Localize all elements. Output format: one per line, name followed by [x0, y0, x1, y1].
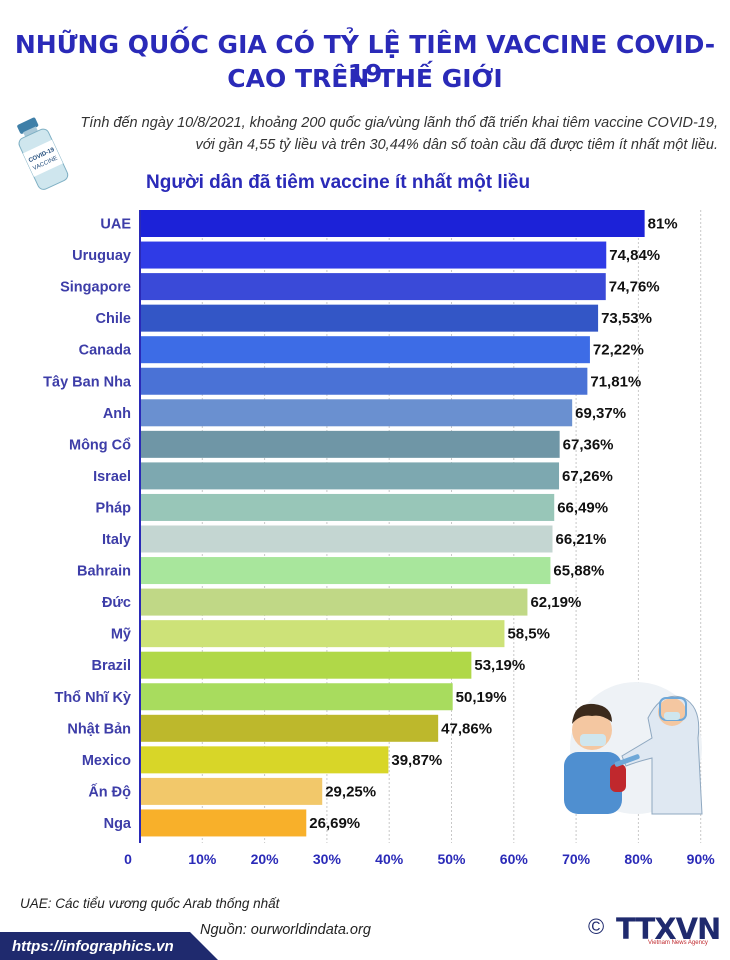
category-label: Ấn Độ	[88, 783, 131, 800]
bar	[140, 210, 645, 237]
category-label: Đức	[102, 595, 131, 611]
category-label: Pháp	[96, 500, 132, 516]
intro-line-2: với gần 4,55 tỷ liều và trên 30,44% dân …	[195, 137, 718, 153]
category-label: Chile	[96, 311, 131, 327]
value-label: 39,87%	[391, 752, 442, 769]
category-label: Anh	[103, 406, 131, 422]
value-label: 53,19%	[474, 657, 525, 674]
value-label: 65,88%	[553, 563, 604, 580]
x-tick-label: 80%	[624, 851, 653, 867]
bar	[140, 304, 599, 332]
footer-url-link[interactable]: https://infographics.vn	[12, 938, 174, 955]
value-label: 50,19%	[456, 689, 507, 706]
category-label: Tây Ban Nha	[43, 374, 132, 390]
category-label: Nga	[104, 816, 132, 832]
category-label: Singapore	[60, 280, 131, 296]
chart-bars	[140, 210, 645, 837]
value-label: 81%	[648, 216, 678, 233]
category-label: Mông Cổ	[69, 437, 131, 453]
vaccination-illustration	[564, 682, 703, 815]
chart-title: Người dân đã tiêm vaccine ít nhất một li…	[146, 172, 531, 193]
bar	[140, 525, 553, 553]
category-label: Nhật Bản	[67, 721, 131, 737]
x-tick-label: 90%	[687, 851, 716, 867]
bar	[140, 777, 323, 805]
footer-band-edge	[190, 932, 218, 960]
source-text: Nguồn: ourworldindata.org	[200, 922, 371, 938]
value-label: 47,86%	[441, 720, 492, 737]
value-label: 66,21%	[555, 531, 606, 548]
category-label: Mexico	[82, 753, 131, 769]
value-label: 58,5%	[507, 626, 550, 643]
intro-text: Tính đến ngày 10/8/2021, khoảng 200 quốc…	[60, 112, 718, 156]
value-label: 74,76%	[609, 279, 660, 296]
bar	[140, 462, 560, 490]
bar	[140, 809, 307, 837]
bar	[140, 620, 505, 648]
page-title-line2: CAO TRÊN THẾ GIỚI	[227, 64, 503, 93]
vaccination-bar-chart: 0 10% 20% 30% 40% 50% 60% 70% 80% 90% UAE 81% Urugua…	[43, 210, 715, 868]
ttxvn-logo: © TTXVN Vietnam News Agency	[588, 912, 721, 948]
bar	[140, 557, 551, 585]
bar	[140, 746, 389, 774]
chart-labels: 0 10% 20% 30% 40% 50% 60% 70% 80% 90% UAE 81% Urugua…	[43, 216, 715, 868]
bar	[140, 241, 607, 269]
x-tick-label: 40%	[375, 851, 404, 867]
footnote: UAE: Các tiểu vương quốc Arab thống nhất	[20, 896, 280, 911]
bar	[140, 714, 439, 742]
bar	[140, 588, 528, 616]
category-label: Thổ Nhĩ Kỳ	[54, 690, 131, 706]
x-tick-label: 60%	[500, 851, 529, 867]
category-label: Mỹ	[111, 627, 131, 643]
bar	[140, 336, 590, 364]
intro-line-1: Tính đến ngày 10/8/2021, khoảng 200 quốc…	[80, 115, 718, 131]
value-label: 69,37%	[575, 405, 626, 422]
category-label: Canada	[79, 343, 132, 359]
bar	[140, 651, 472, 679]
value-label: 73,53%	[601, 310, 652, 327]
value-label: 66,49%	[557, 499, 608, 516]
bar	[140, 683, 453, 711]
category-label: UAE	[100, 217, 131, 233]
bar	[140, 273, 606, 301]
x-tick-label: 70%	[562, 851, 591, 867]
value-label: 72,22%	[593, 342, 644, 359]
logo-text: TTXVN	[616, 912, 721, 946]
category-label: Israel	[93, 469, 131, 485]
value-label: 74,84%	[609, 247, 660, 264]
page-title-line1: NHỮNG QUỐC GIA CÓ TỶ LỆ TIÊM VACCINE COV…	[14, 30, 716, 88]
x-tick-label: 0	[124, 851, 132, 867]
copyright-icon: ©	[588, 914, 605, 939]
value-label: 29,25%	[325, 783, 376, 800]
bar	[140, 399, 573, 427]
category-label: Uruguay	[72, 248, 131, 264]
vaccine-vial-icon: COVID-19 VACCINE	[17, 117, 69, 190]
bar	[140, 430, 560, 458]
x-tick-label: 30%	[313, 851, 342, 867]
category-label: Italy	[102, 532, 131, 548]
category-label: Bahrain	[77, 564, 131, 580]
bar	[140, 367, 588, 395]
x-tick-label: 10%	[188, 851, 217, 867]
value-label: 71,81%	[590, 373, 641, 390]
value-label: 67,26%	[562, 468, 613, 485]
category-label: Brazil	[92, 658, 132, 674]
x-tick-label: 20%	[251, 851, 280, 867]
x-tick-label: 50%	[437, 851, 466, 867]
logo-subtitle: Vietnam News Agency	[648, 940, 708, 946]
footer-band	[0, 932, 190, 960]
value-label: 67,36%	[563, 436, 614, 453]
value-label: 26,69%	[309, 815, 360, 832]
bar	[140, 493, 555, 521]
value-label: 62,19%	[530, 594, 581, 611]
